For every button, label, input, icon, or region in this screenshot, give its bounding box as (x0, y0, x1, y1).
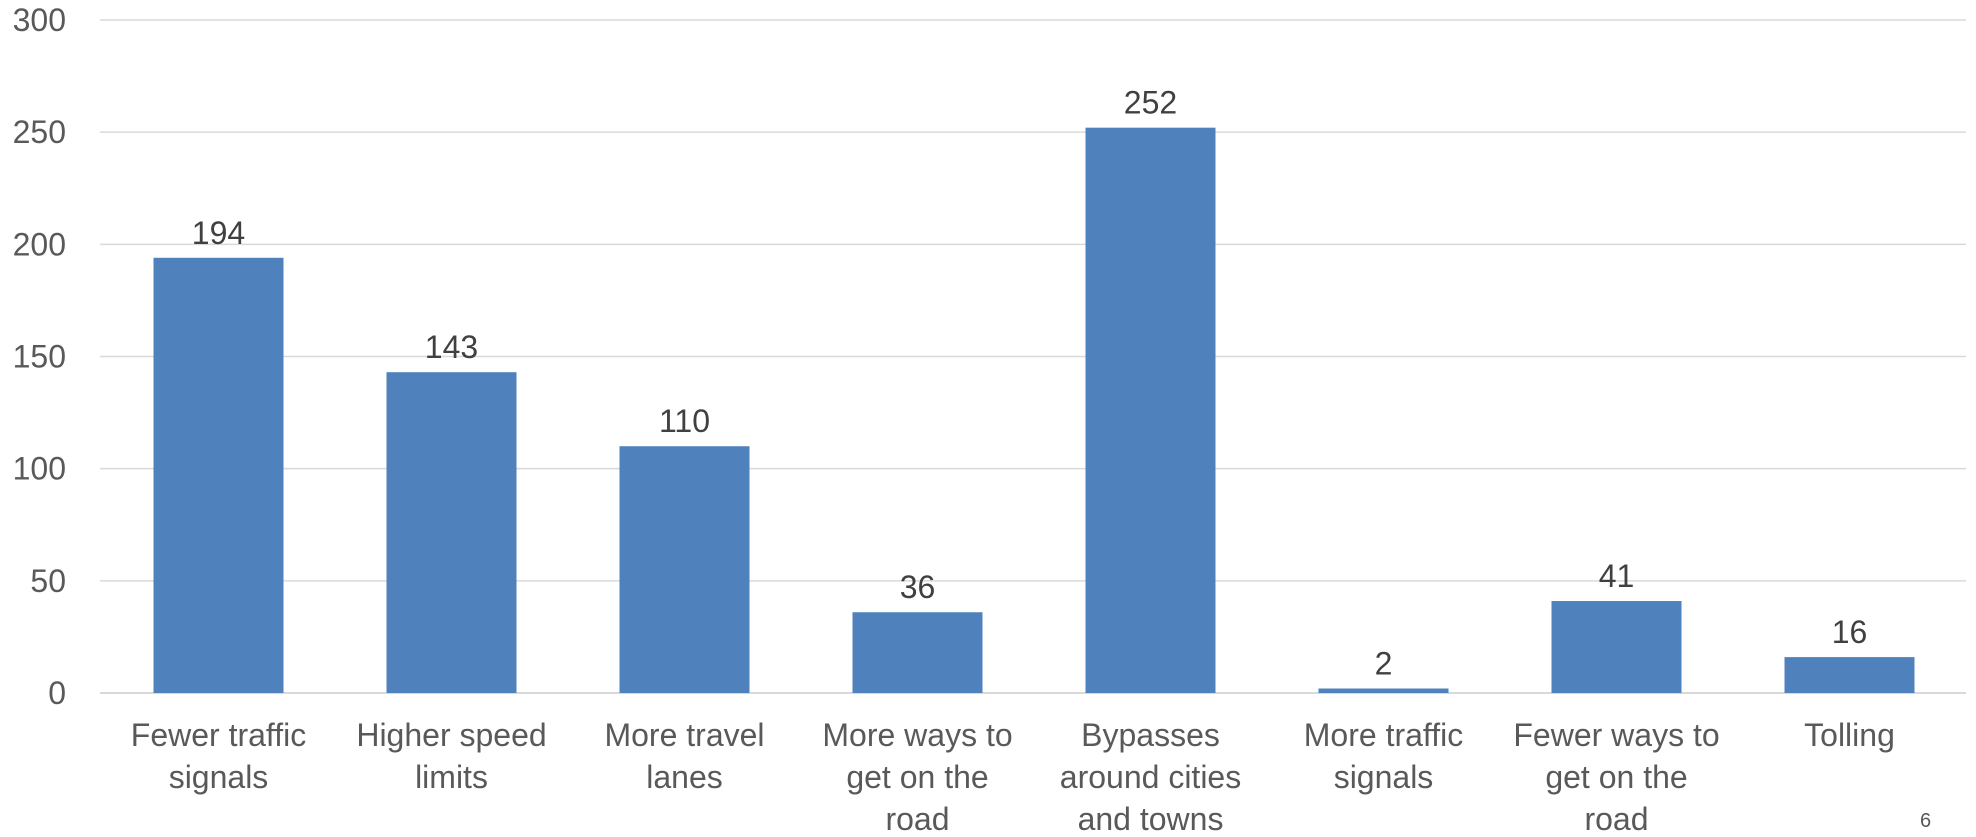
page-number: 6 (1920, 810, 1932, 832)
bar-4 (852, 612, 983, 693)
x-tick-label-line: Tolling (1804, 717, 1895, 753)
bar-1 (153, 257, 284, 693)
gridlines (100, 19, 1966, 694)
x-tick-label-line: Higher speed (356, 717, 546, 753)
y-axis-tick-labels: 0 50 100 150 200 250 300 (13, 2, 66, 711)
y-tick-label-300: 300 (13, 2, 66, 38)
x-tick-label-2: Higher speed limits (356, 717, 546, 795)
x-tick-label-line: Bypasses (1081, 717, 1220, 753)
data-label-1: 194 (192, 215, 245, 251)
x-tick-label-4: More ways to get on the road (822, 717, 1012, 837)
x-tick-label-line: road (1584, 801, 1648, 837)
x-tick-label-line: get on the (1545, 759, 1687, 795)
x-tick-label-5: Bypasses around cities and towns (1060, 717, 1241, 837)
x-tick-label-line: and towns (1078, 801, 1224, 837)
data-labels: 194 143 110 36 252 2 41 16 (192, 85, 1867, 682)
x-tick-label-line: get on the (846, 759, 988, 795)
x-tick-label-line: More travel (604, 717, 764, 753)
x-tick-label-line: road (885, 801, 949, 837)
bar-3 (619, 446, 750, 693)
x-tick-label-7: Fewer ways to get on the road (1513, 717, 1719, 837)
x-tick-label-line: lanes (646, 759, 723, 795)
y-tick-label-200: 200 (13, 226, 66, 262)
x-axis-category-labels: Fewer traffic signals Higher speed limits Mo… (131, 717, 1895, 837)
bars (153, 127, 1915, 694)
x-tick-label-3: More travel lanes (604, 717, 764, 795)
y-tick-label-150: 150 (13, 339, 66, 375)
x-tick-label-line: signals (169, 759, 269, 795)
data-label-6: 2 (1375, 646, 1393, 682)
y-tick-label-50: 50 (30, 563, 66, 599)
data-label-8: 16 (1832, 614, 1868, 650)
x-tick-label-line: around cities (1060, 759, 1241, 795)
bar-5 (1085, 127, 1216, 694)
x-tick-label-8: Tolling (1804, 717, 1895, 753)
x-tick-label-line: Fewer ways to (1513, 717, 1719, 753)
y-tick-label-250: 250 (13, 114, 66, 150)
x-tick-label-line: More ways to (822, 717, 1012, 753)
bar-8 (1784, 657, 1915, 693)
x-tick-label-line: Fewer traffic (131, 717, 306, 753)
data-label-4: 36 (900, 569, 936, 605)
x-tick-label-line: signals (1334, 759, 1434, 795)
bar-6 (1318, 688, 1449, 693)
data-label-7: 41 (1599, 558, 1635, 594)
data-label-2: 143 (425, 329, 478, 365)
data-label-5: 252 (1124, 85, 1177, 121)
y-tick-label-0: 0 (48, 675, 66, 711)
bar-2 (386, 372, 517, 693)
x-tick-label-line: More traffic (1304, 717, 1463, 753)
x-tick-label-6: More traffic signals (1304, 717, 1463, 795)
y-tick-label-100: 100 (13, 451, 66, 487)
x-tick-label-line: limits (415, 759, 488, 795)
bar-7 (1551, 601, 1682, 693)
data-label-3: 110 (659, 403, 710, 439)
x-tick-label-1: Fewer traffic signals (131, 717, 306, 795)
